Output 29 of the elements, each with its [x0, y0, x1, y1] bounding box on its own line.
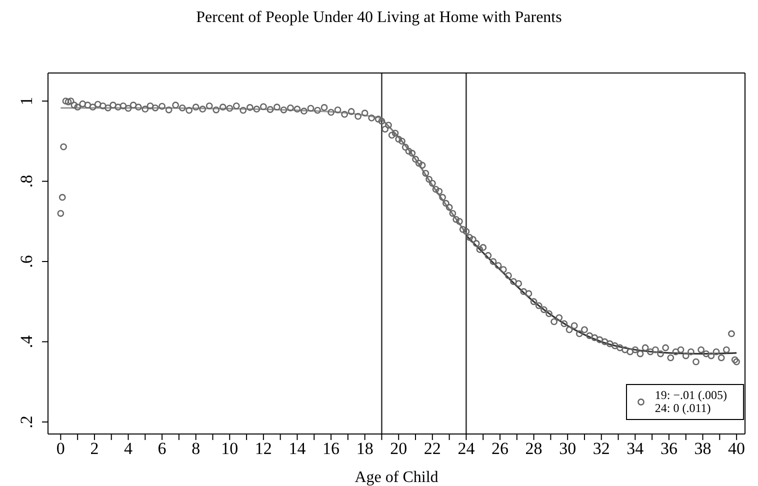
x-tick-label: 14	[288, 439, 306, 458]
x-tick-label: 16	[322, 439, 340, 458]
x-tick-label: 32	[592, 439, 610, 458]
chart-title: Percent of People Under 40 Living at Home with Parents	[195, 8, 563, 28]
y-tick-label: .6	[17, 255, 36, 268]
x-tick-label: 6	[158, 439, 166, 458]
x-tick-label: 26	[491, 439, 508, 458]
x-tick-label: 30	[559, 439, 576, 458]
x-tick-label: 8	[192, 439, 200, 458]
x-tick-label: 40	[728, 439, 746, 458]
x-tick-label: 18	[356, 439, 374, 458]
legend-label: 19: −.01 (.005) 24: 0 (.011)	[654, 388, 727, 415]
x-tick-label: 22	[424, 439, 441, 458]
y-tick-label: .2	[17, 416, 36, 428]
x-tick-label: 24	[458, 439, 476, 458]
x-tick-label: 36	[660, 439, 678, 458]
x-tick-label: 28	[525, 439, 542, 458]
x-tick-label: 4	[124, 439, 134, 458]
x-tick-label: 12	[254, 439, 272, 458]
y-tick-label: .8	[17, 174, 36, 188]
x-tick-label: 0	[56, 439, 65, 458]
x-tick-label: 20	[390, 439, 408, 458]
y-tick-label: 1	[17, 96, 36, 106]
x-tick-label: 38	[694, 439, 712, 458]
x-axis-title: Age of Child	[354, 469, 438, 486]
x-tick-label: 34	[626, 439, 644, 458]
x-tick-label: 10	[221, 439, 238, 458]
x-tick-label: 2	[90, 439, 99, 458]
y-tick-label: .4	[17, 334, 36, 348]
